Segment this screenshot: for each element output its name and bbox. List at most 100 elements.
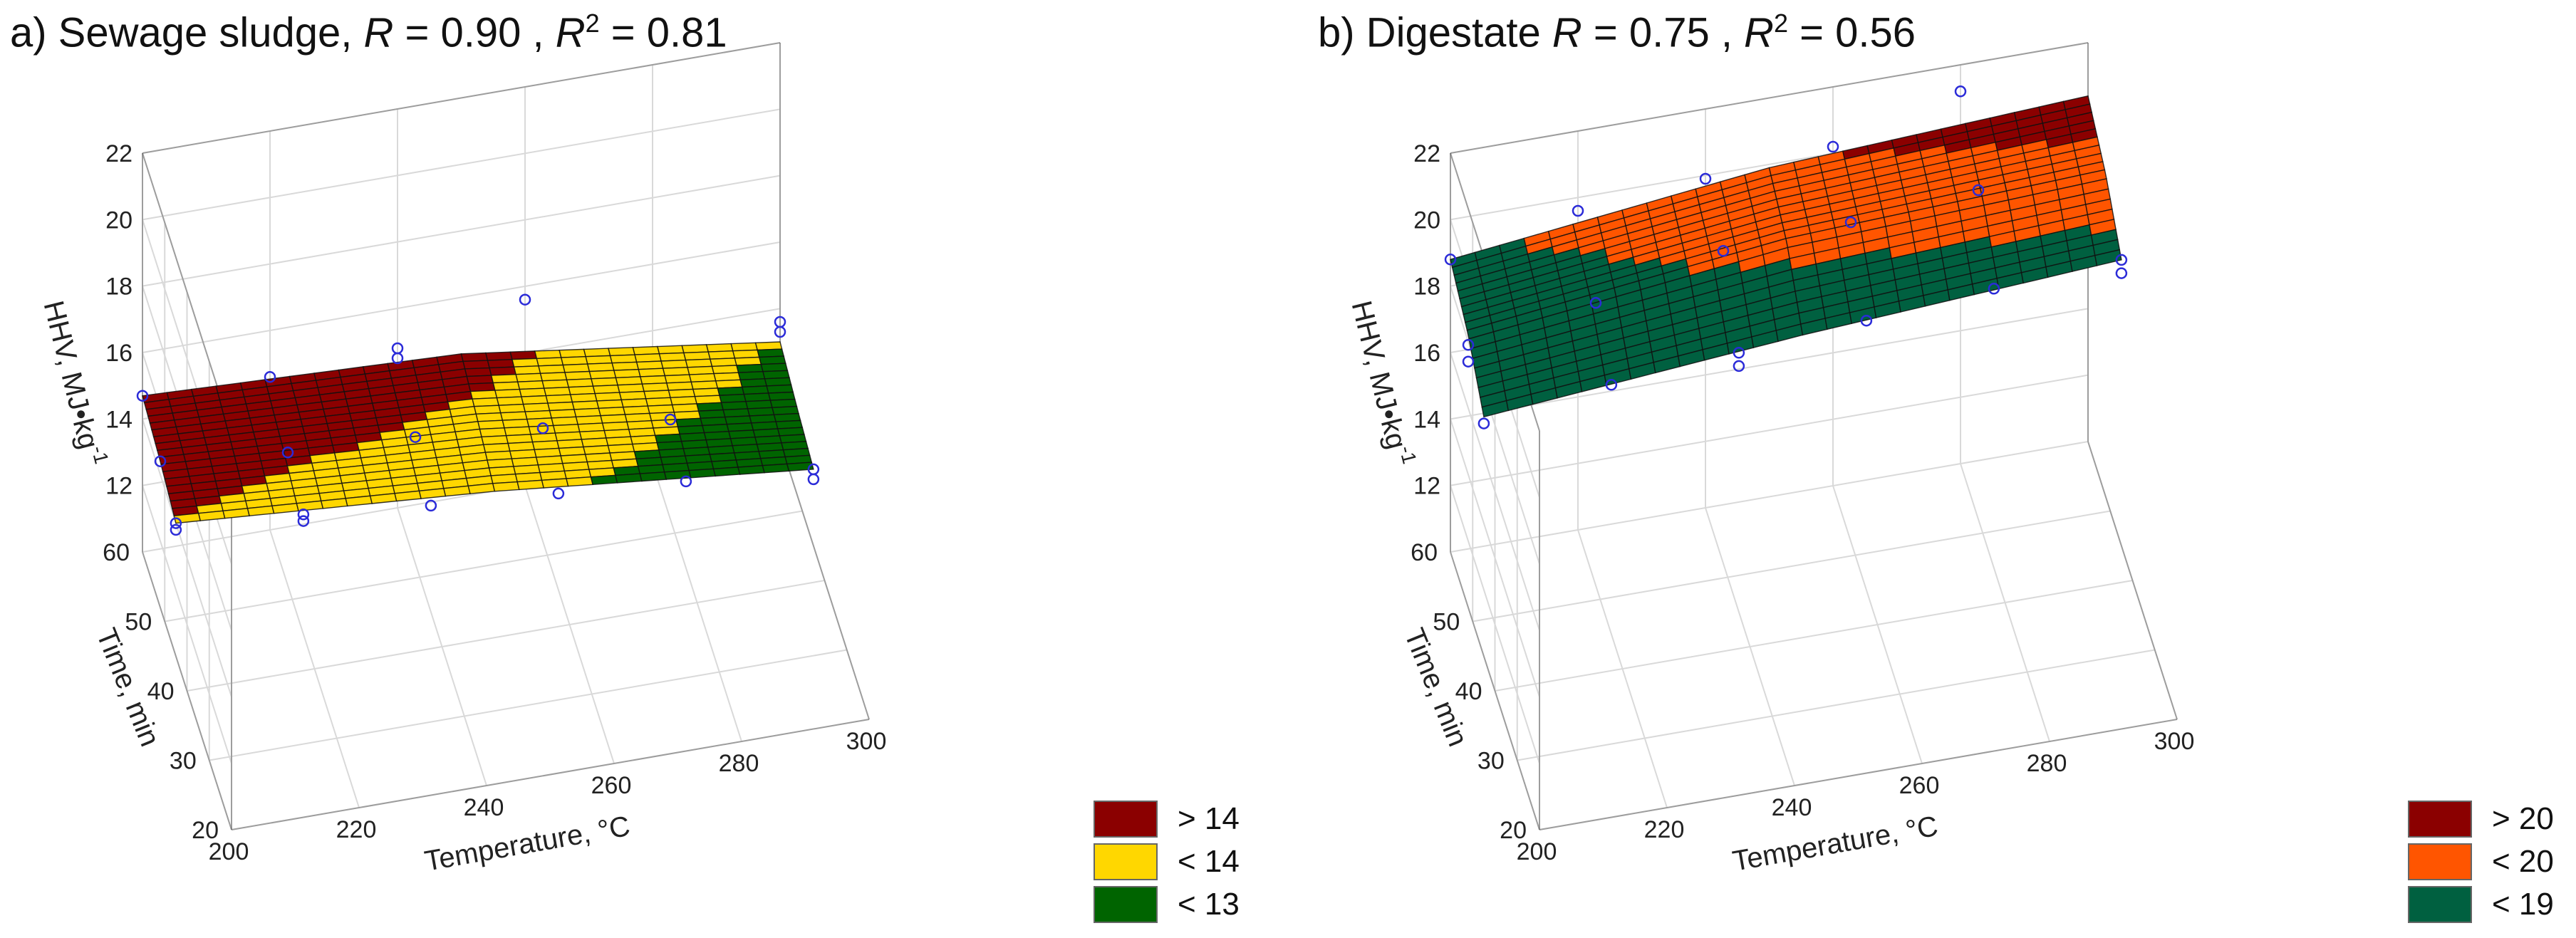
legend-item: < 20 bbox=[2408, 840, 2554, 883]
surface-cell bbox=[590, 474, 618, 486]
legend-swatch bbox=[2408, 886, 2472, 923]
data-point bbox=[297, 515, 310, 527]
data-point bbox=[1699, 172, 1712, 185]
data-point bbox=[297, 509, 310, 521]
legend-label: < 14 bbox=[1178, 844, 1240, 879]
data-point bbox=[2115, 267, 2128, 279]
r2-symbol: R bbox=[1744, 9, 1774, 56]
r2-superscript: 2 bbox=[585, 9, 600, 38]
legend-swatch bbox=[1094, 843, 1158, 880]
z-tick-label: 14 bbox=[1413, 406, 1440, 433]
legend-label: < 13 bbox=[1178, 887, 1240, 922]
legend-item: < 13 bbox=[1094, 883, 1240, 926]
surface-cell bbox=[566, 476, 593, 487]
axis-ticks: 12 14 16 18 20 22 20 30 40 50 60 200 220 240 260 280 300 bbox=[1411, 140, 2194, 865]
z-tick-label: 16 bbox=[105, 340, 133, 367]
legend-swatch bbox=[2408, 801, 2472, 838]
legend-item: < 19 bbox=[2408, 883, 2554, 926]
z-tick-label: 20 bbox=[105, 207, 133, 234]
y-tick-label: 40 bbox=[147, 678, 175, 705]
data-point bbox=[519, 293, 531, 306]
y-tick-label: 30 bbox=[1477, 748, 1505, 775]
data-point bbox=[1477, 417, 1490, 429]
surface-cell bbox=[541, 478, 569, 489]
data-point bbox=[1733, 360, 1745, 372]
surface-cell bbox=[786, 462, 814, 472]
surface-cell bbox=[492, 481, 520, 492]
data-point bbox=[774, 325, 786, 338]
surface-cell bbox=[639, 471, 668, 482]
y-tick-label: 40 bbox=[1455, 678, 1482, 705]
legend-label: < 19 bbox=[2492, 887, 2554, 922]
r2-symbol: R bbox=[555, 9, 586, 56]
x-tick-label: 280 bbox=[2027, 750, 2067, 777]
legend-item: > 20 bbox=[2408, 798, 2554, 840]
legend-label: < 20 bbox=[2492, 844, 2554, 879]
data-point bbox=[1589, 297, 1602, 309]
grid-walls bbox=[1450, 42, 2178, 830]
response-surface bbox=[1450, 95, 2122, 418]
data-point bbox=[136, 390, 149, 402]
x-tick-label: 220 bbox=[336, 816, 377, 843]
data-point bbox=[409, 431, 422, 443]
z-tick-label: 12 bbox=[1413, 473, 1440, 500]
data-point bbox=[536, 422, 549, 434]
y-tick-label: 50 bbox=[1433, 609, 1460, 636]
z-tick-label: 22 bbox=[1413, 140, 1440, 167]
r-value: = 0.90 , bbox=[393, 9, 556, 56]
r2-superscript: 2 bbox=[1773, 9, 1788, 38]
legend-swatch bbox=[2408, 843, 2472, 880]
surface-plot-b: 12 14 16 18 20 22 20 30 40 50 60 200 220 240 260 280 300… bbox=[1346, 42, 2194, 877]
chart-title-b: b) Digestate R = 0.75 , R2 = 0.56 bbox=[1318, 9, 1916, 56]
chart-title-a: a) Sewage sludge, R = 0.90 , R2 = 0.81 bbox=[10, 9, 727, 56]
z-axis-label: HHV, MJ•kg-1 bbox=[38, 297, 113, 470]
data-point bbox=[1954, 85, 1967, 98]
data-points bbox=[136, 293, 820, 536]
legend-swatch bbox=[1094, 886, 1158, 923]
x-tick-label: 300 bbox=[846, 728, 887, 755]
surface-cell bbox=[688, 468, 717, 479]
surface-plot-a: 12 14 16 18 20 22 20 30 40 50 60 200 220 240 260 280 300… bbox=[38, 42, 887, 877]
z-axis-label: HHV, MJ•kg-1 bbox=[1346, 297, 1421, 470]
data-point bbox=[1844, 216, 1857, 229]
r-symbol: R bbox=[363, 9, 394, 56]
legend-b: > 20 < 20 < 19 bbox=[2408, 798, 2554, 926]
x-tick-label: 240 bbox=[1772, 794, 1812, 821]
data-point bbox=[552, 487, 565, 500]
x-tick-label: 200 bbox=[209, 838, 249, 865]
legend-item: < 14 bbox=[1094, 840, 1240, 883]
surface-cell bbox=[712, 467, 741, 477]
title-prefix: a) Sewage sludge, bbox=[10, 9, 364, 56]
data-point bbox=[170, 517, 182, 529]
data-point bbox=[391, 352, 404, 365]
r2-value: = 0.56 bbox=[1787, 9, 1916, 56]
grid-walls bbox=[142, 42, 870, 830]
y-tick-label: 20 bbox=[192, 817, 219, 844]
x-tick-label: 240 bbox=[464, 794, 504, 821]
data-point bbox=[1462, 355, 1475, 368]
x-tick-label: 300 bbox=[2154, 728, 2195, 755]
title-prefix: b) Digestate bbox=[1318, 9, 1552, 56]
y-tick-label: 60 bbox=[1411, 539, 1438, 566]
data-point bbox=[1717, 245, 1730, 257]
z-tick-label: 22 bbox=[105, 140, 133, 167]
x-tick-label: 280 bbox=[719, 750, 759, 777]
data-point bbox=[1572, 204, 1584, 217]
legend-item: > 14 bbox=[1094, 798, 1240, 840]
legend-a: > 14 < 14 < 13 bbox=[1094, 798, 1240, 926]
z-tick-label: 20 bbox=[1413, 207, 1440, 234]
data-point bbox=[425, 499, 437, 512]
y-tick-label: 30 bbox=[170, 748, 197, 775]
x-axis-label: Temperature, °C bbox=[1730, 811, 1941, 877]
data-point bbox=[1988, 283, 2000, 295]
z-tick-label: 16 bbox=[1413, 340, 1440, 367]
data-point bbox=[664, 413, 677, 426]
z-tick-label: 12 bbox=[105, 473, 133, 500]
data-point bbox=[1444, 254, 1457, 266]
data-point bbox=[1462, 339, 1475, 351]
x-tick-label: 260 bbox=[591, 772, 632, 799]
z-tick-label: 18 bbox=[1413, 273, 1440, 301]
x-tick-label: 220 bbox=[1644, 816, 1685, 843]
data-point bbox=[1860, 314, 1873, 327]
x-tick-label: 260 bbox=[1899, 772, 1940, 799]
